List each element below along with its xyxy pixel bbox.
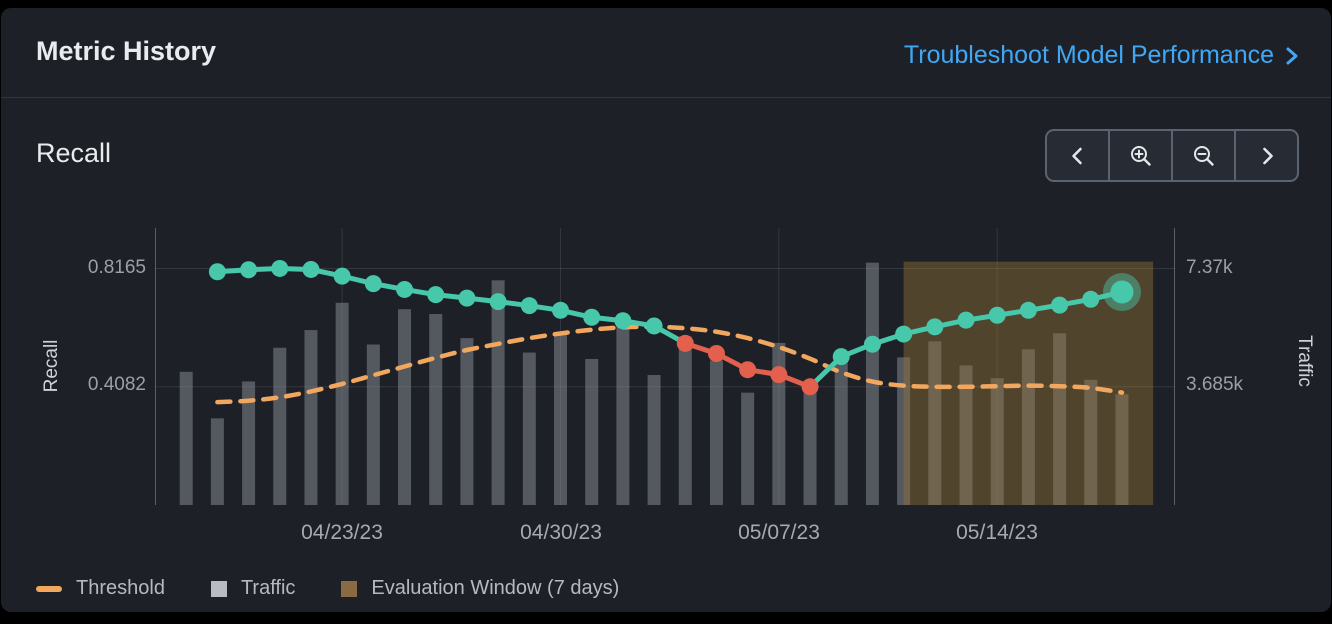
threshold-dash-icon (36, 585, 62, 592)
legend-item-evaluation-window: Evaluation Window (7 days) (341, 577, 619, 600)
zoom-out-button[interactable] (1173, 131, 1236, 180)
legend-item-threshold: Threshold (36, 577, 165, 600)
chevron-right-icon (1262, 147, 1273, 164)
x-tick-label-1: 04/23/23 (301, 521, 383, 544)
y-axis-left-tick-top: 0.8165 (87, 257, 146, 278)
x-tick-label-2: 04/30/23 (520, 521, 602, 544)
header-divider (1, 97, 1331, 98)
chevron-right-icon (1286, 47, 1298, 64)
traffic-swatch-icon (210, 580, 227, 597)
metric-history-card (1, 8, 1331, 612)
legend-item-traffic: Traffic (210, 577, 296, 600)
y-axis-right-tick-top: 7.37k (1186, 257, 1233, 278)
pan-right-button[interactable] (1236, 131, 1297, 180)
y-axis-left-title: Recall (41, 339, 62, 393)
chart-canvas[interactable] (155, 228, 1175, 505)
legend-label-threshold: Threshold (76, 577, 165, 599)
metric-name-title: Recall (36, 138, 112, 168)
y-axis-right-tick-bottom: 3.685k (1186, 374, 1244, 395)
zoom-in-icon (1130, 145, 1151, 166)
pan-left-button[interactable] (1047, 131, 1110, 180)
evaluation-window-swatch-icon (341, 580, 358, 597)
y-axis-right-title: Traffic (1294, 335, 1315, 387)
chevron-left-icon (1071, 147, 1082, 164)
zoom-out-icon (1193, 145, 1214, 166)
legend-label-evaluation-window: Evaluation Window (7 days) (371, 577, 620, 599)
chart-legend: Threshold Traffic Evaluation Window (7 d… (36, 577, 619, 600)
troubleshoot-link[interactable]: Troubleshoot Model Performance (904, 41, 1300, 70)
chart-toolbar (1045, 129, 1299, 182)
legend-label-traffic: Traffic (240, 577, 296, 599)
troubleshoot-link-label: Troubleshoot Model Performance (903, 41, 1274, 69)
x-tick-label-4: 05/14/23 (956, 521, 1038, 544)
zoom-in-button[interactable] (1110, 131, 1173, 180)
y-axis-left-tick-bottom: 0.4082 (87, 374, 146, 395)
page-title: Metric History (36, 36, 217, 66)
x-tick-label-3: 05/07/23 (738, 521, 820, 544)
